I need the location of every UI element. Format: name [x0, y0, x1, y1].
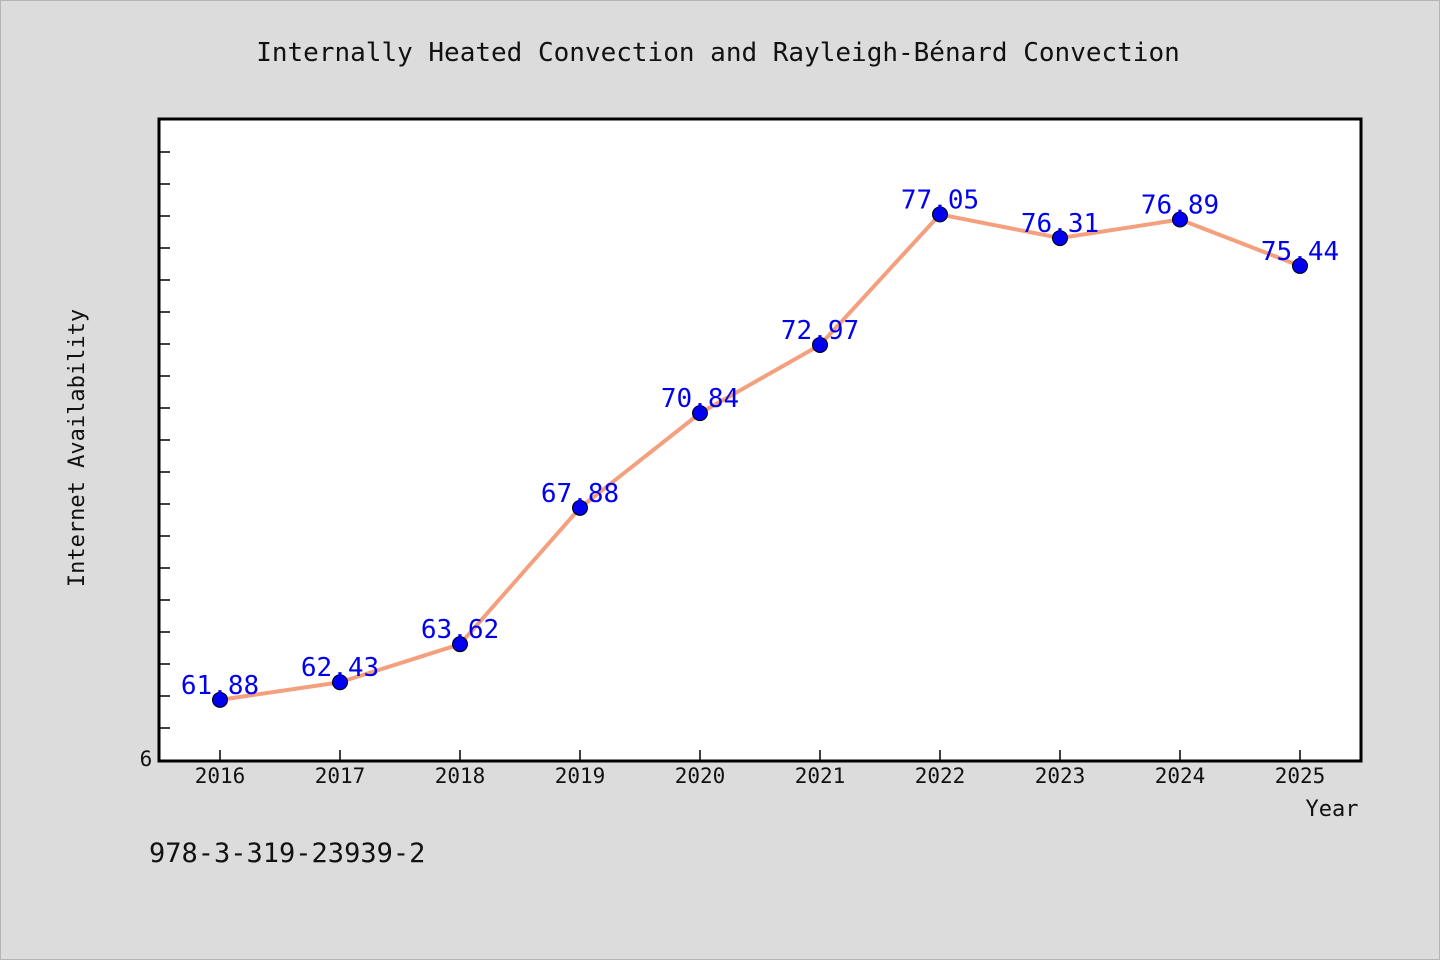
data-label: 62.43: [301, 653, 379, 683]
x-axis-label: Year: [1306, 797, 1359, 822]
x-axis-ticks: 2016 2017 2018 2019 2020 2021 2022 2023 2024 2025: [195, 750, 1326, 788]
x-tick-label: 2016: [195, 764, 246, 788]
data-point: [212, 691, 228, 708]
y-axis-label: Internet Availability: [65, 309, 90, 587]
series-line: [218, 212, 1302, 702]
data-point: [692, 405, 708, 422]
chart-title: Internally Heated Convection and Rayleig…: [256, 38, 1180, 68]
x-tick-label: 2025: [1275, 764, 1326, 788]
x-tick-label: 2023: [1035, 764, 1086, 788]
x-tick-label: 2017: [315, 764, 366, 788]
x-tick-label: 2019: [555, 764, 606, 788]
x-tick-label: 2021: [795, 764, 846, 788]
data-point: [1172, 211, 1188, 228]
series-group: [212, 206, 1308, 708]
data-label: 61.88: [181, 671, 259, 701]
data-point: [572, 499, 588, 516]
y-tick-label: 6: [140, 747, 153, 771]
data-label: 76.89: [1141, 191, 1219, 221]
data-label: 75.44: [1261, 237, 1339, 267]
data-label: 70.84: [661, 384, 739, 414]
x-tick-label: 2018: [435, 764, 486, 788]
y-axis-ticks: [160, 151, 170, 729]
data-labels: 61.88 62.43 63.62 67.88 70.84 72.97 77.05 76.31…: [181, 185, 1339, 700]
data-point: [332, 674, 348, 691]
data-label: 72.97: [781, 316, 859, 346]
data-point: [812, 336, 828, 353]
data-label: 76.31: [1021, 209, 1099, 239]
data-label: 77.05: [901, 185, 979, 215]
data-label: 67.88: [541, 479, 619, 509]
plot-area: [157, 117, 1363, 763]
x-tick-label: 2024: [1155, 764, 1206, 788]
data-label: 63.62: [421, 615, 499, 645]
data-point: [1052, 230, 1068, 247]
isbn-text: 978-3-319-23939-2: [149, 838, 425, 869]
x-tick-label: 2022: [915, 764, 966, 788]
data-point: [932, 206, 948, 223]
data-point: [452, 636, 468, 653]
data-point: [1292, 257, 1308, 274]
x-tick-label: 2020: [675, 764, 726, 788]
